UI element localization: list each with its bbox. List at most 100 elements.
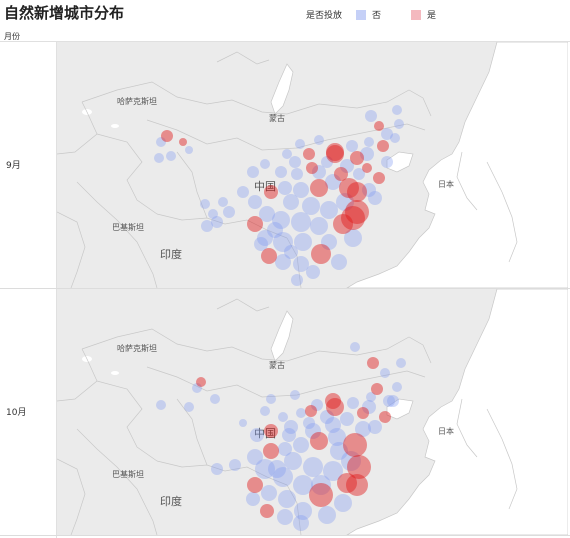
city-point-not-placed	[325, 417, 341, 433]
city-point-placed	[264, 424, 278, 438]
sea-area	[270, 310, 294, 362]
city-point-placed	[247, 477, 263, 493]
city-point-not-placed	[266, 394, 276, 404]
city-point-not-placed	[321, 234, 337, 250]
map-panel-october[interactable]: 哈萨克斯坦 蒙古 中国 日本 巴基斯坦 印度	[57, 289, 568, 535]
map-label-india: 印度	[160, 247, 182, 261]
city-point-not-placed	[278, 412, 288, 422]
city-point-not-placed	[293, 256, 309, 272]
city-point-placed	[310, 432, 328, 450]
city-point-not-placed	[353, 168, 365, 180]
city-point-not-placed	[365, 110, 377, 122]
sea-area	[346, 42, 568, 288]
row-label-october: 10月	[6, 408, 27, 418]
city-point-not-placed	[318, 506, 336, 524]
city-point-not-placed	[229, 459, 241, 471]
country-border	[216, 298, 270, 312]
country-border	[156, 460, 288, 486]
city-point-not-placed	[291, 168, 303, 180]
city-point-not-placed	[272, 211, 290, 229]
sea-area	[346, 289, 568, 535]
city-point-not-placed	[320, 410, 334, 424]
city-point-placed	[339, 178, 359, 198]
legend-item-no[interactable]: 否	[356, 8, 381, 21]
city-point-not-placed	[282, 149, 292, 159]
city-point-not-placed	[331, 254, 347, 270]
city-point-not-placed	[380, 368, 390, 378]
legend-swatch-no	[356, 9, 367, 20]
city-point-not-placed	[394, 119, 404, 129]
country-border	[176, 398, 208, 466]
city-point-not-placed	[311, 475, 331, 495]
city-point-not-placed	[218, 197, 228, 207]
city-point-placed	[264, 185, 278, 199]
city-point-placed	[311, 244, 331, 264]
city-point-placed	[247, 216, 263, 232]
city-point-not-placed	[311, 399, 323, 411]
city-point-placed	[377, 140, 389, 152]
country-border	[486, 161, 518, 263]
city-point-not-placed	[260, 159, 270, 169]
city-point-placed	[347, 182, 367, 202]
city-point-placed	[362, 163, 372, 173]
map-label-mongolia: 蒙古	[269, 360, 285, 370]
city-point-placed	[371, 383, 383, 395]
city-point-placed	[325, 393, 341, 409]
country-border	[57, 458, 86, 535]
city-point-not-placed	[289, 156, 301, 168]
city-point-placed	[337, 473, 357, 493]
city-point-not-placed	[392, 382, 402, 392]
city-point-not-placed	[312, 165, 326, 179]
city-point-placed	[379, 411, 391, 423]
city-point-not-placed	[284, 420, 298, 434]
sea-area	[386, 151, 414, 173]
city-point-not-placed	[192, 383, 202, 393]
city-point-not-placed	[325, 174, 341, 190]
city-point-not-placed	[267, 222, 283, 238]
city-point-not-placed	[355, 421, 371, 437]
city-point-not-placed	[310, 217, 328, 235]
city-point-not-placed	[295, 139, 305, 149]
country-border	[156, 213, 288, 239]
map-panel-september[interactable]: 哈萨克斯坦 蒙古 中国 日本 巴基斯坦 印度	[57, 42, 568, 288]
city-point-not-placed	[396, 358, 406, 368]
city-point-not-placed	[277, 509, 293, 525]
city-point-not-placed	[284, 245, 298, 259]
country-border	[81, 328, 432, 364]
country-border	[216, 51, 270, 65]
city-point-placed	[334, 167, 348, 181]
city-point-not-placed	[200, 199, 210, 209]
legend-item-yes[interactable]: 是	[411, 8, 436, 21]
country-border	[146, 119, 426, 151]
city-point-not-placed	[211, 463, 223, 475]
city-point-not-placed	[320, 201, 338, 219]
city-point-not-placed	[383, 395, 395, 407]
map-label-kazakhstan: 哈萨克斯坦	[117, 343, 157, 353]
city-point-not-placed	[294, 233, 312, 251]
city-point-not-placed	[268, 460, 286, 478]
city-point-not-placed	[392, 105, 402, 115]
panel-divider	[0, 288, 570, 289]
city-point-not-placed	[223, 206, 235, 218]
map-label-india: 印度	[160, 494, 182, 508]
map-label-china: 中国	[254, 427, 276, 440]
city-point-not-placed	[261, 485, 277, 501]
city-point-not-placed	[293, 515, 309, 531]
city-point-not-placed	[290, 390, 300, 400]
city-point-not-placed	[239, 419, 247, 427]
city-point-not-placed	[362, 400, 376, 414]
city-point-not-placed	[273, 232, 293, 252]
city-point-not-placed	[278, 442, 292, 456]
row-header-month: 月份	[4, 32, 20, 41]
city-point-not-placed	[336, 193, 354, 211]
city-point-placed	[161, 130, 173, 142]
city-point-not-placed	[247, 449, 263, 465]
city-point-not-placed	[340, 412, 354, 426]
city-point-not-placed	[255, 459, 275, 479]
city-point-not-placed	[364, 137, 374, 147]
country-border	[57, 211, 86, 288]
city-point-not-placed	[282, 428, 296, 442]
city-point-not-placed	[294, 502, 312, 520]
map-label-kazakhstan: 哈萨克斯坦	[117, 96, 157, 106]
city-point-not-placed	[185, 146, 193, 154]
